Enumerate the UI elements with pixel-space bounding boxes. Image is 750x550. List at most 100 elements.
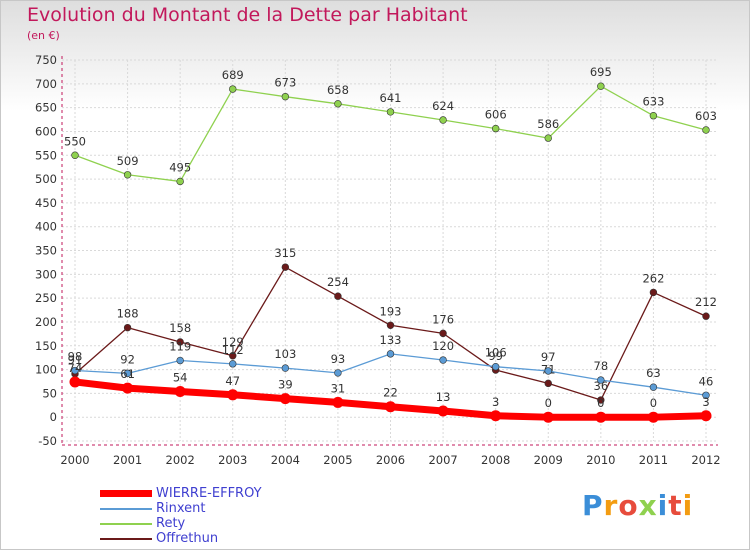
legend-item: Rinxent xyxy=(100,501,262,516)
brand-letter: i xyxy=(682,489,694,522)
legend-label: WIERRE-EFFROY xyxy=(156,486,262,501)
y-tick-label: 0 xyxy=(50,410,57,424)
chart-unit-label: (en €) xyxy=(27,29,60,42)
legend-swatch xyxy=(100,537,152,540)
data-point xyxy=(702,126,710,134)
data-point xyxy=(176,356,184,365)
data-label: 624 xyxy=(432,99,454,113)
data-point xyxy=(544,379,552,388)
data-point xyxy=(439,329,447,338)
data-label: 254 xyxy=(327,275,349,289)
y-tick-label: 650 xyxy=(35,101,57,115)
legend-swatch xyxy=(100,490,152,497)
data-point xyxy=(123,369,132,378)
y-tick-label: 700 xyxy=(35,77,57,91)
data-label: 193 xyxy=(380,304,402,318)
data-label: 3 xyxy=(702,395,709,409)
data-point xyxy=(544,134,552,142)
data-label: 31 xyxy=(331,381,346,395)
data-label: 603 xyxy=(695,109,717,123)
data-point xyxy=(700,410,712,422)
data-label: 212 xyxy=(695,295,717,309)
data-label: 509 xyxy=(117,154,139,168)
data-label: 63 xyxy=(646,366,661,380)
data-label: 98 xyxy=(68,350,83,364)
data-label: 495 xyxy=(169,160,191,174)
brand-letter: r xyxy=(603,489,619,522)
x-tick-label: 2006 xyxy=(376,453,405,467)
data-label: 97 xyxy=(541,350,556,364)
data-point xyxy=(334,369,342,377)
brand-letter: i xyxy=(657,489,669,522)
x-tick-label: 2004 xyxy=(271,453,300,467)
y-tick-label: 600 xyxy=(35,124,57,138)
x-tick-label: 2001 xyxy=(113,453,142,467)
data-point xyxy=(176,338,184,346)
data-label: 315 xyxy=(274,246,296,260)
data-point xyxy=(490,410,502,422)
x-tick-label: 2008 xyxy=(481,453,510,467)
y-tick-label: 350 xyxy=(35,244,57,258)
data-point xyxy=(595,411,607,423)
data-point xyxy=(544,367,552,375)
x-tick-label: 2010 xyxy=(586,453,615,467)
data-point xyxy=(229,352,237,360)
data-label: 93 xyxy=(331,352,346,366)
data-label: 550 xyxy=(64,134,86,148)
y-tick-label: 300 xyxy=(35,267,57,281)
y-tick-label: 200 xyxy=(35,315,57,329)
data-label: 61 xyxy=(120,367,135,381)
data-point xyxy=(649,288,658,297)
data-point xyxy=(229,360,237,368)
data-point xyxy=(174,385,186,397)
data-point xyxy=(597,376,605,384)
data-point xyxy=(332,396,344,408)
data-point xyxy=(491,124,500,133)
y-tick-label: 450 xyxy=(35,196,57,210)
data-label: 658 xyxy=(327,83,349,97)
data-label: 188 xyxy=(117,307,139,321)
data-label: 262 xyxy=(642,271,664,285)
legend-item: WIERRE-EFFROY xyxy=(100,486,262,501)
data-label: 120 xyxy=(432,339,454,353)
data-label: 13 xyxy=(436,390,451,404)
x-tick-label: 2007 xyxy=(428,453,457,467)
data-point xyxy=(386,350,395,358)
data-label: 133 xyxy=(380,333,402,347)
data-label: 606 xyxy=(485,108,507,122)
data-point xyxy=(334,100,342,108)
data-point xyxy=(123,323,132,332)
data-label: 78 xyxy=(594,359,609,373)
data-point xyxy=(176,177,184,186)
y-tick-label: 750 xyxy=(35,53,57,67)
data-label: 91 xyxy=(68,353,83,367)
data-label: 0 xyxy=(650,396,657,410)
brand-letter: x xyxy=(638,489,658,522)
brand-logo: Proxiti xyxy=(582,489,693,522)
data-label: 39 xyxy=(278,378,293,392)
legend-label: Offrethun xyxy=(156,531,219,546)
data-point xyxy=(649,383,658,391)
data-label: 119 xyxy=(169,340,191,354)
data-point xyxy=(702,391,710,399)
data-label: 103 xyxy=(274,347,296,361)
data-label: 158 xyxy=(169,321,191,335)
data-point xyxy=(123,171,132,179)
data-point xyxy=(597,82,605,90)
y-tick-label: 150 xyxy=(35,339,57,353)
legend-label: Rinxent xyxy=(156,501,206,516)
data-point xyxy=(437,405,449,417)
data-label: 673 xyxy=(274,76,296,90)
y-tick-label: 250 xyxy=(35,291,57,305)
brand-letter: o xyxy=(618,489,639,522)
data-point xyxy=(279,393,291,405)
x-tick-label: 2000 xyxy=(60,453,89,467)
legend-swatch xyxy=(100,507,152,510)
y-tick-label: 400 xyxy=(35,220,57,234)
data-label: 689 xyxy=(222,68,244,82)
data-point xyxy=(281,263,290,271)
x-tick-label: 2003 xyxy=(218,453,247,467)
y-tick-label: 500 xyxy=(35,172,57,186)
